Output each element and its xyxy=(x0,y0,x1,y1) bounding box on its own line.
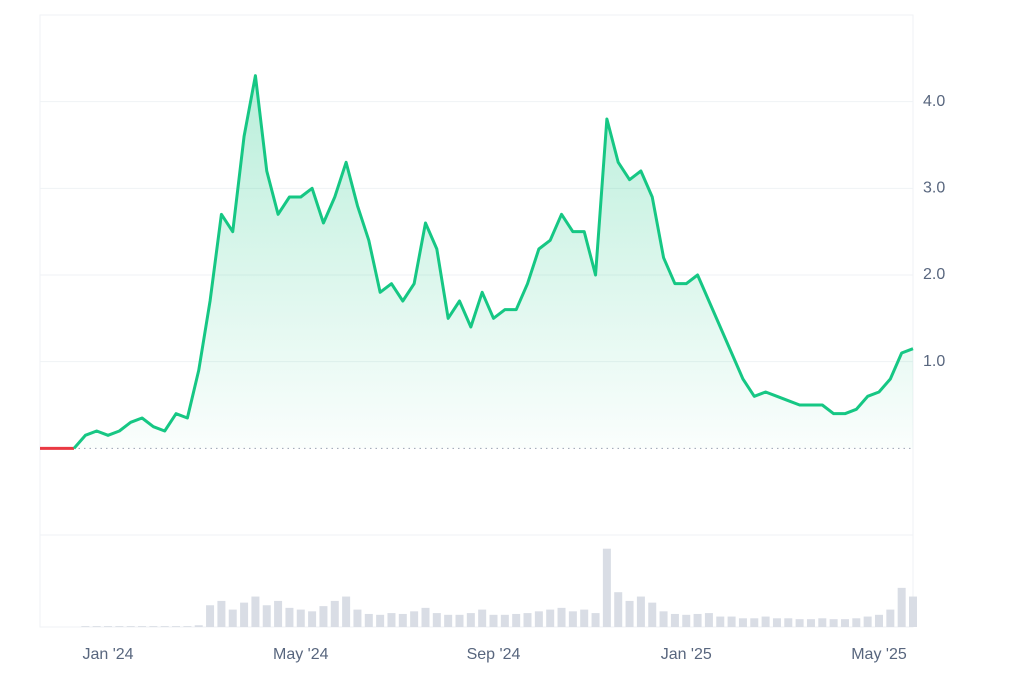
volume-bar xyxy=(568,611,577,627)
volume-bar xyxy=(126,626,135,627)
volume-bar xyxy=(217,600,226,627)
volume-bar xyxy=(455,614,464,627)
volume-bar xyxy=(636,596,645,627)
volume-bar xyxy=(296,609,305,627)
volume-bar xyxy=(262,605,271,627)
y-tick-label: 4.0 xyxy=(923,93,945,110)
volume-bar xyxy=(534,611,543,627)
volume-bar xyxy=(580,609,589,627)
volume-bar xyxy=(149,626,158,627)
x-tick-label: May '24 xyxy=(273,646,329,663)
price-line xyxy=(72,74,914,450)
volume-bar xyxy=(886,609,895,627)
volume-bar xyxy=(421,607,430,627)
volume-bar xyxy=(829,619,838,627)
volume-bar xyxy=(659,611,668,627)
volume-bar xyxy=(206,605,215,627)
volume-bar xyxy=(625,600,634,627)
x-tick-label: Jan '24 xyxy=(82,646,133,663)
volume-bar xyxy=(704,613,713,627)
volume-bar xyxy=(648,602,657,627)
volume-bar xyxy=(274,600,283,627)
volume-bar xyxy=(806,619,815,627)
volume-bar xyxy=(840,619,849,627)
volume-bar xyxy=(693,613,702,627)
volume-bar xyxy=(376,614,385,627)
volume-bar xyxy=(523,613,532,627)
x-tick-label: Sep '24 xyxy=(467,646,521,663)
volume-bar xyxy=(546,609,555,627)
volume-bar xyxy=(160,626,169,627)
volume-bar xyxy=(727,616,736,627)
volume-bar xyxy=(398,613,407,627)
volume-bar xyxy=(387,613,396,627)
volume-bar xyxy=(557,607,566,627)
volume-bar xyxy=(92,626,101,627)
volume-bar xyxy=(614,592,623,627)
y-tick-label: 1.0 xyxy=(923,353,945,370)
volume-bar xyxy=(183,626,192,627)
volume-bar xyxy=(138,626,147,627)
volume-bar xyxy=(602,548,611,627)
volume-bar xyxy=(432,613,441,627)
volume-bar xyxy=(909,596,917,627)
volume-bar xyxy=(240,602,249,627)
volume-bar xyxy=(750,618,759,627)
volume-bar xyxy=(772,618,781,627)
volume-bar xyxy=(795,619,804,627)
volume-bar xyxy=(104,626,113,627)
volume-bar xyxy=(512,613,521,627)
volume-bar xyxy=(228,609,237,627)
volume-bar xyxy=(761,616,770,627)
volume-bar xyxy=(444,614,453,627)
volume-bar xyxy=(500,614,509,627)
volume-bar xyxy=(115,626,124,627)
volume-bar xyxy=(670,613,679,627)
volume-bar xyxy=(194,625,203,627)
volume-bar xyxy=(852,618,861,627)
volume-bar xyxy=(466,613,475,627)
volume-bar xyxy=(489,614,498,627)
plot-frame xyxy=(39,14,914,628)
volume-bar xyxy=(591,613,600,627)
volume-bar xyxy=(172,626,181,627)
volume-bar xyxy=(478,609,487,627)
area xyxy=(40,75,913,449)
x-tick-label: Jan '25 xyxy=(661,646,712,663)
y-tick-label: 3.0 xyxy=(923,180,945,197)
volume-bar xyxy=(308,611,317,627)
volume-bar xyxy=(251,596,260,627)
y-tick-label: 2.0 xyxy=(923,266,945,283)
volume-bar xyxy=(81,626,90,627)
volume-bar xyxy=(330,600,339,627)
volume-bar xyxy=(784,618,793,627)
volume-bar xyxy=(874,614,883,627)
volume-bar xyxy=(319,606,328,627)
x-tick-label: May '25 xyxy=(851,646,907,663)
volume-bar xyxy=(897,587,906,627)
volume-bar xyxy=(342,596,351,627)
volume-bar xyxy=(364,613,373,627)
volume-bar xyxy=(410,611,419,627)
volume-bar xyxy=(863,616,872,627)
volume-bar xyxy=(353,609,362,627)
volume-bar xyxy=(818,618,827,627)
volume-bar xyxy=(716,616,725,627)
volume-bar xyxy=(285,607,294,627)
volume-bar xyxy=(682,614,691,627)
volume-bar xyxy=(738,618,747,627)
